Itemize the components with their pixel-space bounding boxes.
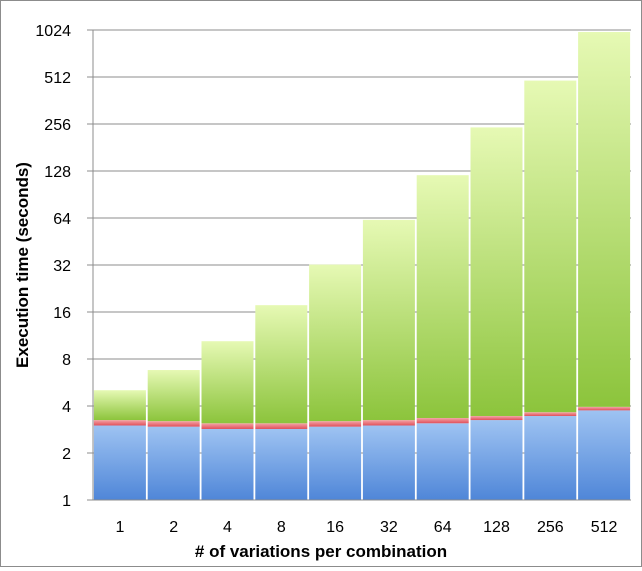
x-tick-label: 32 (380, 519, 398, 536)
bar-segment-0 (362, 425, 415, 500)
bar-segment-1 (416, 418, 469, 424)
bar-segment-2 (470, 127, 523, 417)
bar-segment-1 (524, 412, 577, 417)
y-tick-label: 1024 (35, 23, 71, 40)
bar-segment-0 (93, 425, 146, 500)
bar-segment-1 (362, 420, 415, 426)
bar-segment-0 (201, 428, 254, 500)
bar-segment-0 (578, 410, 631, 500)
bar-segment-2 (255, 305, 308, 424)
x-tick-label: 2 (169, 519, 178, 536)
bar-segment-2 (201, 341, 254, 424)
bar-segment-1 (309, 421, 362, 427)
bar-segment-2 (147, 370, 200, 422)
bar-segment-2 (524, 80, 577, 413)
x-tick-labels: 1 2 4 8 16 32 64 128 256 512 (115, 519, 617, 536)
bar-segment-1 (578, 406, 631, 411)
x-tick-label: 512 (591, 519, 618, 536)
y-tick-label: 32 (53, 258, 71, 275)
bar-segment-1 (147, 421, 200, 427)
y-tick-label: 8 (62, 352, 71, 369)
x-tick-label: 8 (277, 519, 286, 536)
bar-segment-2 (578, 32, 631, 407)
y-tick-label: 4 (62, 399, 71, 416)
bar-segment-0 (255, 428, 308, 500)
y-tick-label: 512 (44, 70, 71, 87)
bar-segment-2 (362, 219, 415, 421)
x-tick-label: 256 (537, 519, 564, 536)
bar-segment-0 (309, 426, 362, 500)
bar-segment-1 (255, 423, 308, 429)
x-tick-label: 16 (326, 519, 344, 536)
y-tick-label: 1 (62, 493, 71, 510)
x-tick-label: 64 (434, 519, 452, 536)
bar-segment-2 (93, 390, 146, 421)
y-tick-labels: 1 2 4 8 16 32 64 128 256 512 1024 (35, 23, 71, 510)
y-tick-label: 64 (53, 211, 71, 228)
x-tick-label: 1 (115, 519, 124, 536)
y-tick-label: 256 (44, 117, 71, 134)
x-tick-label: 4 (223, 519, 232, 536)
x-tick-label: 128 (483, 519, 510, 536)
bar-segment-1 (470, 416, 523, 421)
y-tick-label: 16 (53, 305, 71, 322)
bar-segment-0 (416, 423, 469, 500)
bar-segment-2 (416, 175, 469, 419)
y-tick-label: 2 (62, 446, 71, 463)
bars (93, 32, 631, 500)
bar-segment-0 (147, 426, 200, 500)
y-axis-title: Execution time (seconds) (13, 162, 32, 368)
x-axis-title: # of variations per combination (195, 542, 447, 561)
bar-segment-1 (93, 420, 146, 426)
bar-segment-2 (309, 264, 362, 422)
y-tick-label: 128 (44, 164, 71, 181)
bar-segment-1 (201, 423, 254, 429)
bar-segment-0 (524, 416, 577, 500)
bar-segment-0 (470, 420, 523, 500)
